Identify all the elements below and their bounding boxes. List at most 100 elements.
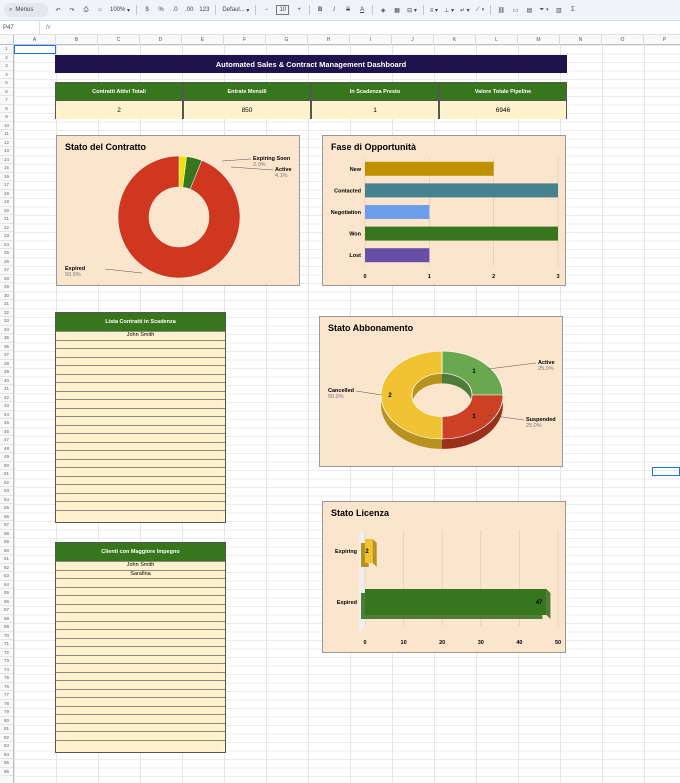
row-header[interactable]: 51 <box>0 470 13 479</box>
empty-row[interactable] <box>56 646 225 655</box>
empty-row[interactable] <box>56 578 225 587</box>
empty-row[interactable] <box>56 714 225 723</box>
row-header[interactable]: 78 <box>0 700 13 708</box>
empty-row[interactable] <box>56 399 225 408</box>
row-header[interactable]: 46 <box>0 428 13 436</box>
row-header[interactable]: 17 <box>0 181 13 190</box>
column-header[interactable]: O <box>602 35 644 45</box>
filter-icon[interactable]: ⏷ ▾ <box>539 6 549 13</box>
row-header[interactable]: 11 <box>0 130 13 139</box>
row-header[interactable]: 8 <box>0 105 13 113</box>
empty-row[interactable] <box>56 595 225 604</box>
percent-button[interactable]: % <box>158 7 164 13</box>
row-header[interactable]: 26 <box>0 258 13 266</box>
select-all-corner[interactable] <box>0 35 14 45</box>
row-header[interactable]: 80 <box>0 717 13 725</box>
row-header[interactable]: 75 <box>0 674 13 683</box>
row-header[interactable]: 61 <box>0 555 13 564</box>
row-header[interactable]: 55 <box>0 504 13 513</box>
empty-row[interactable] <box>56 697 225 706</box>
empty-row[interactable] <box>56 620 225 630</box>
row-header[interactable]: 38 <box>0 360 13 368</box>
opportunity-stage-chart[interactable]: Fase di Opportunità 0 1 2 3 New Contacted Nego… <box>322 135 566 286</box>
row-header[interactable]: 58 <box>0 530 13 538</box>
row-header[interactable]: 86 <box>0 768 13 776</box>
column-header[interactable]: C <box>98 35 140 45</box>
filter-views-icon[interactable]: ▥ <box>556 7 562 14</box>
row-header[interactable]: 2 <box>0 54 13 62</box>
row-header[interactable]: 68 <box>0 615 13 623</box>
row-header[interactable]: 54 <box>0 496 13 504</box>
row-header[interactable]: 77 <box>0 691 13 700</box>
row-header[interactable]: 27 <box>0 266 13 275</box>
empty-row[interactable] <box>56 373 225 383</box>
name-box[interactable]: P47 <box>0 21 40 34</box>
list-item[interactable]: John Smith <box>56 331 225 340</box>
merge-cells-icon[interactable]: ⊟ ▾ <box>407 7 417 14</box>
empty-row[interactable] <box>56 475 225 485</box>
kpi-value[interactable]: 2 <box>56 101 182 119</box>
row-header[interactable]: 34 <box>0 326 13 334</box>
font-size-increase-button[interactable]: + <box>297 7 301 13</box>
increase-decimal-button[interactable]: .00 <box>185 7 194 13</box>
link-icon[interactable]: ⛓ <box>497 7 506 14</box>
row-header[interactable]: 45 <box>0 419 13 428</box>
row-header[interactable]: 6 <box>0 88 13 96</box>
fill-color-icon[interactable]: ◈ <box>380 7 386 14</box>
align-horizontal-icon[interactable]: ≡ ▾ <box>429 7 439 14</box>
row-header[interactable]: 82 <box>0 734 13 742</box>
empty-row[interactable] <box>56 739 225 749</box>
contract-status-chart[interactable]: Stato del Contratto Expiring Soon 2.0% Act… <box>56 135 300 286</box>
row-header[interactable]: 52 <box>0 479 13 487</box>
row-header[interactable]: 50 <box>0 462 13 470</box>
empty-row[interactable] <box>56 663 225 672</box>
row-header[interactable]: 79 <box>0 708 13 717</box>
undo-icon[interactable]: ↶ <box>55 7 61 14</box>
font-size-input[interactable]: 10 <box>276 5 290 15</box>
empty-row[interactable] <box>56 603 225 613</box>
column-header[interactable]: L <box>476 35 518 45</box>
row-header[interactable]: 56 <box>0 513 13 521</box>
column-header[interactable]: I <box>350 35 392 45</box>
kpi-value[interactable]: 6946 <box>440 101 566 119</box>
row-header[interactable]: 42 <box>0 394 13 402</box>
row-header[interactable]: 59 <box>0 538 13 547</box>
row-header[interactable]: 5 <box>0 79 13 88</box>
row-header[interactable]: 21 <box>0 215 13 224</box>
column-header[interactable]: H <box>308 35 350 45</box>
empty-row[interactable] <box>56 365 225 374</box>
column-header[interactable]: J <box>392 35 434 45</box>
menu-search[interactable]: ⌕ Menus <box>4 3 48 17</box>
text-color-button[interactable]: A <box>360 7 365 13</box>
empty-row[interactable] <box>56 680 225 689</box>
row-header[interactable]: 48 <box>0 445 13 453</box>
row-header[interactable]: 69 <box>0 623 13 632</box>
column-header[interactable]: M <box>518 35 560 45</box>
row-header[interactable]: 40 <box>0 377 13 385</box>
row-header[interactable]: 30 <box>0 292 13 300</box>
row-header[interactable]: 71 <box>0 640 13 649</box>
row-header[interactable]: 29 <box>0 283 13 292</box>
license-status-chart[interactable]: Stato Licenza 0 10 20 30 40 50 Expiring 2 Expire… <box>322 501 566 653</box>
empty-row[interactable] <box>56 731 225 740</box>
row-header[interactable]: 13 <box>0 147 13 156</box>
row-header[interactable]: 60 <box>0 547 13 555</box>
row-header[interactable]: 20 <box>0 207 13 215</box>
row-header[interactable]: 85 <box>0 759 13 768</box>
row-header[interactable]: 84 <box>0 751 13 759</box>
font-size-decrease-button[interactable]: − <box>264 7 269 13</box>
empty-row[interactable] <box>56 612 225 621</box>
row-header[interactable]: 16 <box>0 173 13 181</box>
empty-row[interactable] <box>56 390 225 400</box>
empty-row[interactable] <box>56 407 225 417</box>
row-header[interactable]: 41 <box>0 385 13 394</box>
row-header[interactable]: 32 <box>0 309 13 317</box>
empty-row[interactable] <box>56 637 225 647</box>
list-item[interactable]: Sarafina <box>56 569 225 579</box>
empty-row[interactable] <box>56 441 225 451</box>
row-header[interactable]: 9 <box>0 113 13 122</box>
empty-row[interactable] <box>56 509 225 519</box>
column-header[interactable]: F <box>224 35 266 45</box>
row-header[interactable]: 83 <box>0 742 13 751</box>
row-header[interactable]: 73 <box>0 657 13 666</box>
